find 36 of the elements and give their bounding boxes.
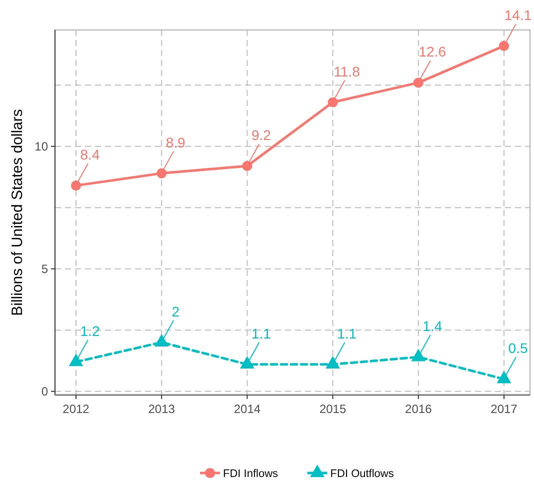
point <box>413 78 424 88</box>
point <box>496 370 512 384</box>
point <box>70 180 82 191</box>
point <box>156 168 167 178</box>
data-label: 14.1 <box>504 6 532 23</box>
data-label: 1.1 <box>337 325 357 342</box>
point <box>240 356 254 369</box>
y-tick-label: 10 <box>34 140 48 154</box>
legend-label: FDI Outflows <box>330 468 394 480</box>
x-tick-label: 2013 <box>148 402 176 416</box>
point <box>411 348 426 362</box>
data-label: 1.1 <box>251 325 272 342</box>
legend-label: FDI Inflows <box>223 468 279 480</box>
y-axis-title: Billions of United States dollars <box>9 109 26 316</box>
data-label: 1.2 <box>80 322 100 339</box>
point <box>328 97 338 108</box>
data-label: 0.5 <box>508 340 528 356</box>
data-label: 8.9 <box>166 134 186 150</box>
y-tick-label: 0 <box>41 384 48 399</box>
x-tick-label: 2014 <box>234 402 261 416</box>
data-label: 1.4 <box>422 318 442 334</box>
point <box>498 40 510 51</box>
x-tick-label: 2012 <box>62 402 90 416</box>
data-label: 11.8 <box>334 63 360 80</box>
x-tick-label: 2017 <box>490 402 518 416</box>
data-label: 2 <box>172 303 180 320</box>
y-tick-label: 5 <box>41 262 48 276</box>
data-label: 9.2 <box>251 126 272 143</box>
point <box>154 334 169 346</box>
x-tick-label: 2016 <box>405 402 432 416</box>
x-tick-label: 2015 <box>319 402 346 416</box>
data-label: 12.6 <box>418 44 446 60</box>
point <box>326 356 340 369</box>
point <box>242 160 252 171</box>
point <box>68 354 84 366</box>
data-label: 8.4 <box>80 146 100 163</box>
